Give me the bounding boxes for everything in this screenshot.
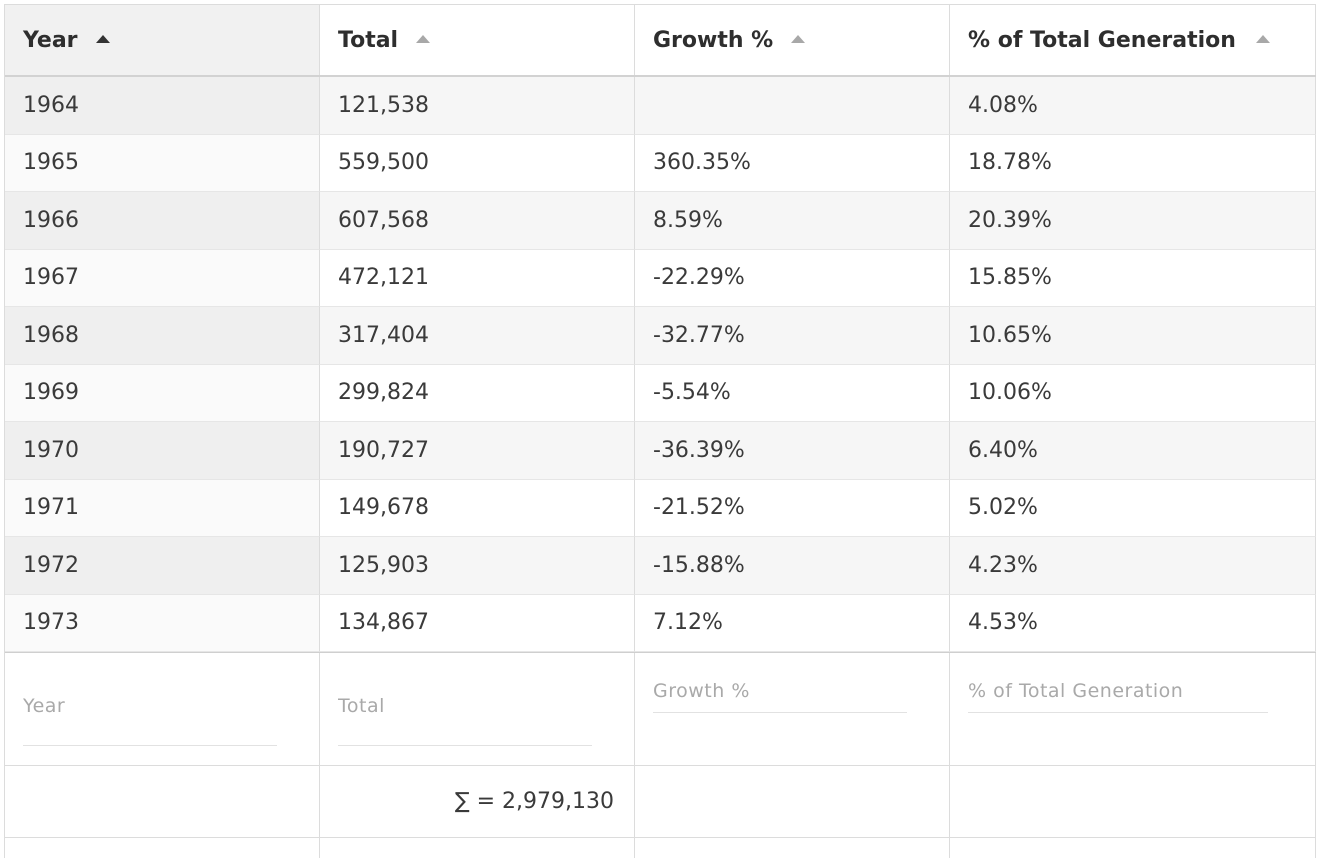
cell-year: 1971 — [5, 479, 320, 537]
cell-pct-of-total: 18.78% — [950, 134, 1316, 192]
filter-row — [5, 652, 1316, 766]
column-header-pct-of-total[interactable]: % of Total Generation — [950, 5, 1316, 75]
filter-cell-growth — [635, 653, 950, 766]
cell-pct-of-total: 15.85% — [950, 249, 1316, 307]
cell-growth: -32.77% — [635, 307, 950, 365]
cell-growth: -36.39% — [635, 422, 950, 480]
cell-pct-of-total: 4.08% — [950, 77, 1316, 135]
summary-cell-growth — [635, 766, 950, 838]
summary-total-sum: ∑ = 2,979,130 — [320, 766, 635, 838]
table-row: 1965 559,500 360.35% 18.78% — [5, 134, 1316, 192]
sort-ascending-icon[interactable] — [1255, 34, 1270, 43]
table-row: 1969 299,824 -5.54% 10.06% — [5, 364, 1316, 422]
table-row: 1973 134,867 7.12% 4.53% — [5, 594, 1316, 652]
cell-growth: -15.88% — [635, 537, 950, 595]
cell-total: 121,538 — [320, 77, 635, 135]
cell-pct-of-total: 4.53% — [950, 594, 1316, 652]
column-header-label: Growth % — [653, 27, 774, 53]
column-header-label: Year — [23, 27, 78, 53]
cell-total: 149,678 — [320, 479, 635, 537]
column-header-label: Total — [338, 27, 399, 53]
cell-pct-of-total: 10.06% — [950, 364, 1316, 422]
cell-total: 125,903 — [320, 537, 635, 595]
cell-growth: 8.59% — [635, 192, 950, 250]
cell-total: 190,727 — [320, 422, 635, 480]
column-header-year[interactable]: Year — [5, 5, 320, 75]
summary-row: ∑ = 2,979,130 — [5, 766, 1316, 838]
cell-year: 1973 — [5, 594, 320, 652]
spacer-cell — [950, 838, 1316, 858]
spacer-cell — [320, 838, 635, 858]
table-row: 1964 121,538 4.08% — [5, 77, 1316, 135]
cell-year: 1966 — [5, 192, 320, 250]
table-footer-spacer — [5, 838, 1316, 858]
cell-pct-of-total: 10.65% — [950, 307, 1316, 365]
sort-ascending-icon[interactable] — [416, 34, 431, 43]
filter-cell-pct-of-total — [950, 653, 1316, 766]
total-filter-input[interactable] — [338, 695, 592, 746]
cell-growth: 360.35% — [635, 134, 950, 192]
cell-year: 1965 — [5, 134, 320, 192]
cell-growth: -5.54% — [635, 364, 950, 422]
cell-total: 559,500 — [320, 134, 635, 192]
cell-total: 472,121 — [320, 249, 635, 307]
cell-growth: -22.29% — [635, 249, 950, 307]
cell-growth — [635, 77, 950, 135]
cell-growth: 7.12% — [635, 594, 950, 652]
table-row: 1967 472,121 -22.29% 15.85% — [5, 249, 1316, 307]
column-header-label: % of Total Generation — [968, 27, 1236, 53]
cell-total: 134,867 — [320, 594, 635, 652]
data-table: Year Total Growth % % of Total Generatio… — [4, 4, 1316, 858]
cell-total: 317,404 — [320, 307, 635, 365]
cell-pct-of-total: 4.23% — [950, 537, 1316, 595]
cell-year: 1968 — [5, 307, 320, 365]
cell-year: 1972 — [5, 537, 320, 595]
filter-cell-year — [5, 653, 320, 766]
cell-year: 1967 — [5, 249, 320, 307]
cell-total: 607,568 — [320, 192, 635, 250]
filter-cell-total — [320, 653, 635, 766]
table-row: 1968 317,404 -32.77% 10.65% — [5, 307, 1316, 365]
sort-ascending-icon[interactable] — [95, 34, 110, 43]
cell-year: 1970 — [5, 422, 320, 480]
column-header-growth[interactable]: Growth % — [635, 5, 950, 75]
cell-pct-of-total: 20.39% — [950, 192, 1316, 250]
cell-pct-of-total: 5.02% — [950, 479, 1316, 537]
cell-growth: -21.52% — [635, 479, 950, 537]
summary-cell-pct-of-total — [950, 766, 1316, 838]
pct-of-total-filter-input[interactable] — [968, 680, 1268, 713]
cell-pct-of-total: 6.40% — [950, 422, 1316, 480]
table-header-row: Year Total Growth % % of Total Generatio… — [5, 5, 1316, 77]
table-row: 1966 607,568 8.59% 20.39% — [5, 192, 1316, 250]
cell-total: 299,824 — [320, 364, 635, 422]
sort-ascending-icon[interactable] — [791, 34, 806, 43]
cell-year: 1964 — [5, 77, 320, 135]
spacer-cell — [5, 838, 320, 858]
table-row: 1970 190,727 -36.39% 6.40% — [5, 422, 1316, 480]
cell-year: 1969 — [5, 364, 320, 422]
column-header-total[interactable]: Total — [320, 5, 635, 75]
summary-cell-year — [5, 766, 320, 838]
table-row: 1972 125,903 -15.88% 4.23% — [5, 537, 1316, 595]
spacer-cell — [635, 838, 950, 858]
table-row: 1971 149,678 -21.52% 5.02% — [5, 479, 1316, 537]
growth-filter-input[interactable] — [653, 680, 907, 713]
year-filter-input[interactable] — [23, 695, 277, 746]
